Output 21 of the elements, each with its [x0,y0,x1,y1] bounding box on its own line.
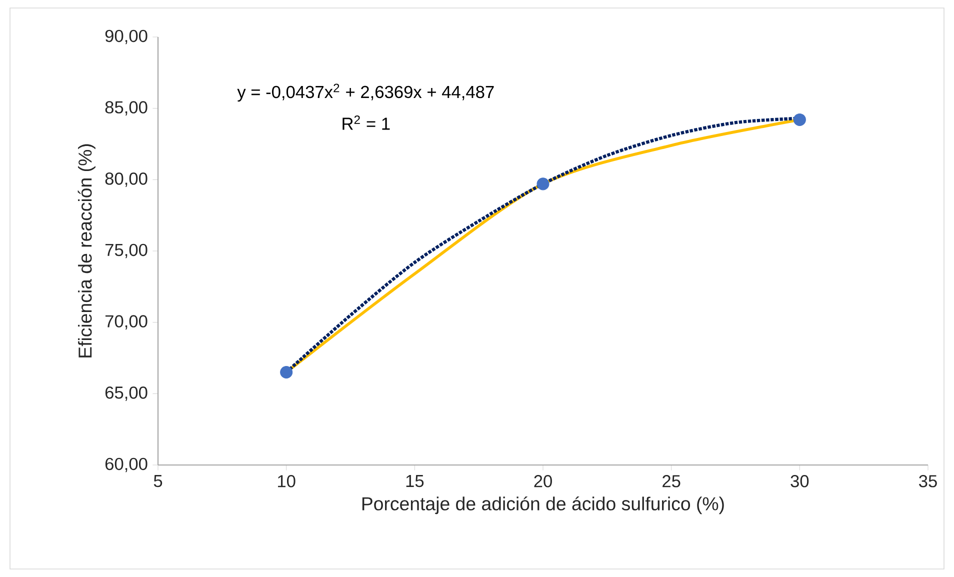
point [536,178,550,190]
y-tick-label: 60,00 [105,458,148,472]
annotation: R$^{2}$ = 1 [342,115,390,130]
point [793,113,806,126]
x-tick-label: 30 [790,475,809,488]
y-axis-title: Eficiencia de reacción (%) [78,144,96,358]
y-tick-label: 80,00 [105,172,148,187]
x-tick-label: 25 [662,475,680,488]
y-tick-label: 75,00 [105,244,148,258]
x-tick-label: 10 [278,475,296,488]
x-tick-label: 35 [919,475,937,488]
y-tick-label: 65,00 [105,386,148,401]
y-tick-label: 70,00 [105,315,148,330]
point [280,366,293,379]
x-tick-label: 5 [154,475,162,488]
x-axis-title: Porcentaje de adición de ácido sulfurico (%) [362,496,724,514]
x-tick-label: 15 [406,475,424,488]
x-tick-label: 20 [534,475,552,488]
y-tick-label: 90,00 [105,30,148,44]
y-tick-label: 85,00 [105,101,148,116]
annotation: y = -0,0437x$^{2}$ + 2,6369x + 44,487 [237,84,494,102]
